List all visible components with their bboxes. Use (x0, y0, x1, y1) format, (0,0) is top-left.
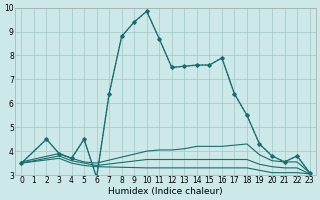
X-axis label: Humidex (Indice chaleur): Humidex (Indice chaleur) (108, 187, 223, 196)
